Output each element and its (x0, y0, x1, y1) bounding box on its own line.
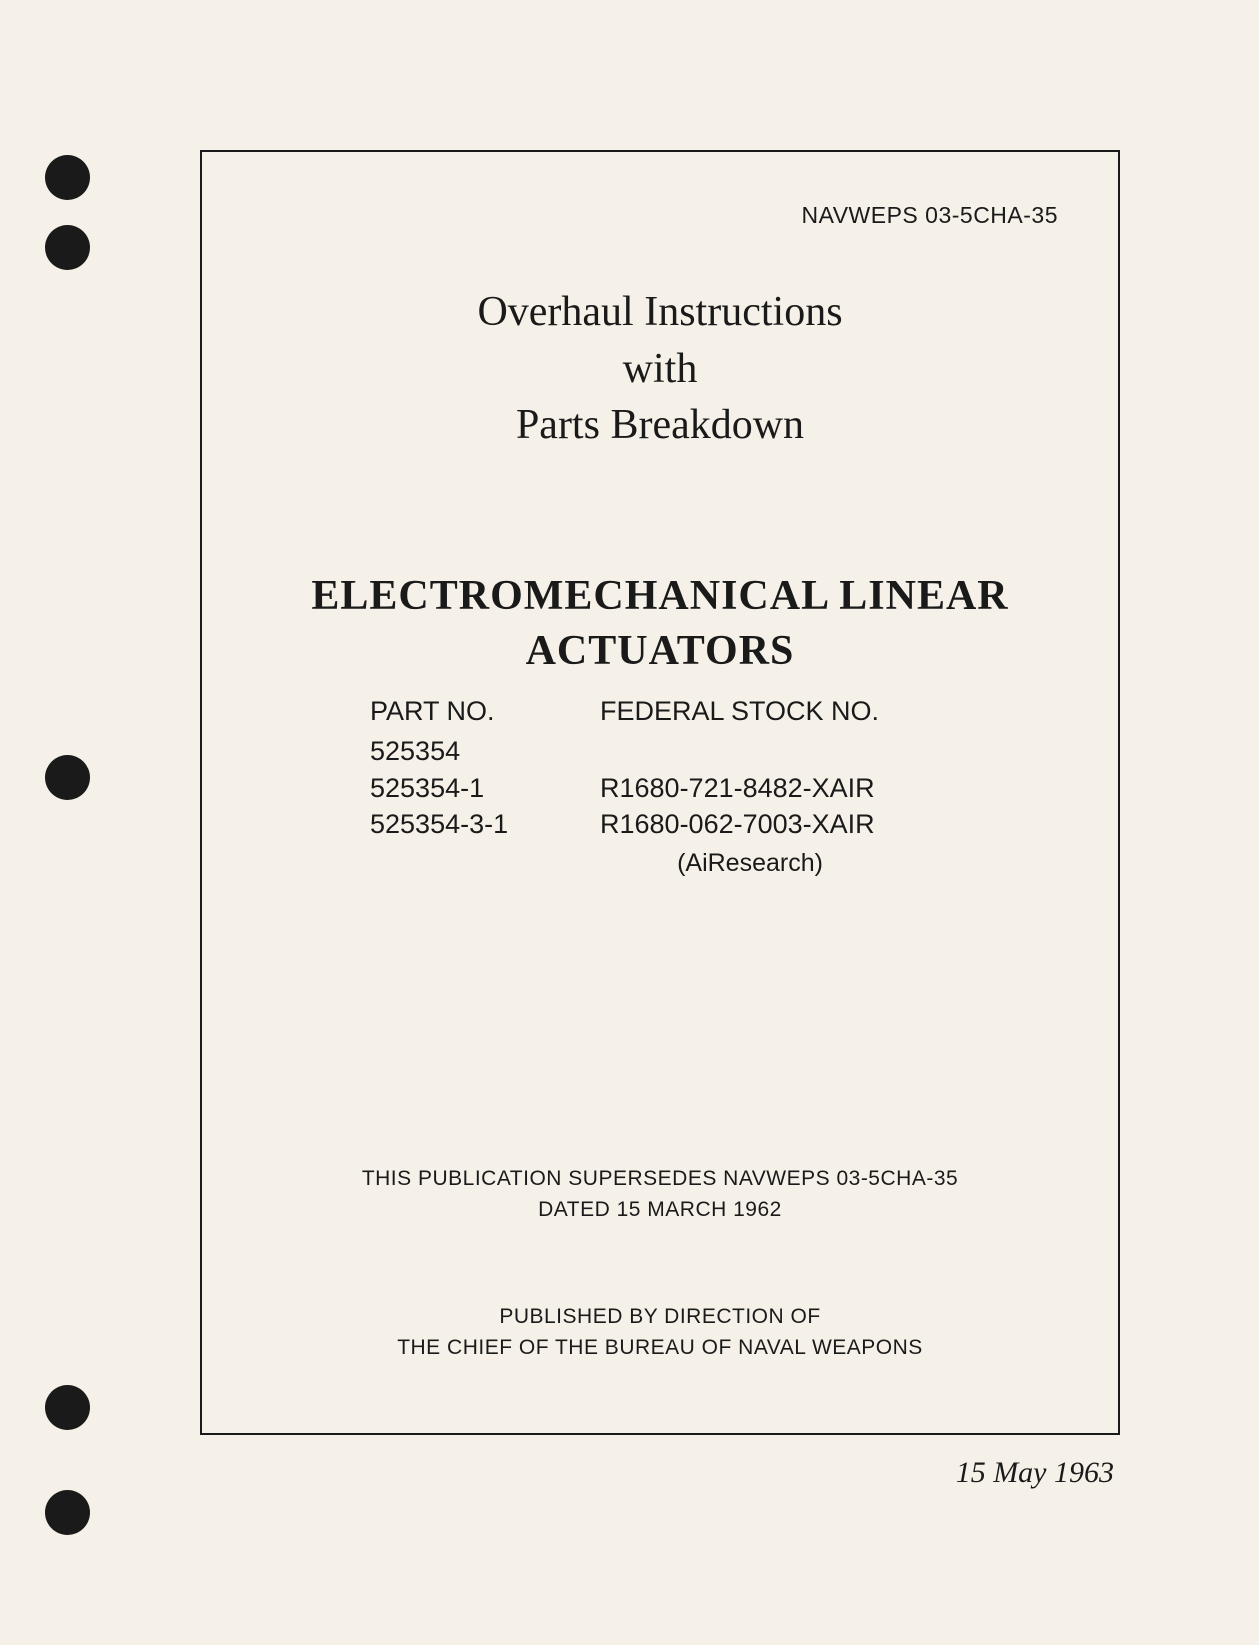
supersedes-line: DATED 15 MARCH 1962 (262, 1194, 1058, 1226)
parts-row: 525354-1 R1680-721-8482-XAIR (370, 770, 1020, 806)
parts-header: PART NO. FEDERAL STOCK NO. (370, 696, 1020, 727)
supersedes-line: THIS PUBLICATION SUPERSEDES NAVWEPS 03-5… (262, 1163, 1058, 1195)
part-number: 525354-1 (370, 770, 600, 806)
title-section: Overhaul Instructions with Parts Breakdo… (262, 284, 1058, 454)
published-line: PUBLISHED BY DIRECTION OF (262, 1301, 1058, 1333)
manufacturer: (AiResearch) (262, 849, 1058, 878)
part-number: 525354-3-1 (370, 806, 600, 842)
punch-hole (45, 155, 90, 200)
stock-number (600, 733, 1020, 769)
punch-hole (45, 1490, 90, 1535)
punch-hole (45, 755, 90, 800)
document-number: NAVWEPS 03-5CHA-35 (262, 202, 1058, 229)
parts-row: 525354-3-1 R1680-062-7003-XAIR (370, 806, 1020, 842)
title-line: Overhaul Instructions (262, 284, 1058, 341)
parts-section: PART NO. FEDERAL STOCK NO. 525354 525354… (300, 696, 1020, 842)
stock-number: R1680-062-7003-XAIR (600, 806, 1020, 842)
document-page: NAVWEPS 03-5CHA-35 Overhaul Instructions… (0, 0, 1259, 1645)
main-title-line: ACTUATORS (262, 624, 1058, 679)
stock-number-header: FEDERAL STOCK NO. (600, 696, 1020, 727)
content-frame: NAVWEPS 03-5CHA-35 Overhaul Instructions… (200, 150, 1120, 1435)
main-title: ELECTROMECHANICAL LINEAR ACTUATORS (262, 569, 1058, 678)
part-number: 525354 (370, 733, 600, 769)
title-line: Parts Breakdown (262, 397, 1058, 454)
published-note: PUBLISHED BY DIRECTION OF THE CHIEF OF T… (262, 1301, 1058, 1364)
parts-row: 525354 (370, 733, 1020, 769)
punch-hole (45, 225, 90, 270)
punch-hole (45, 1385, 90, 1430)
supersedes-note: THIS PUBLICATION SUPERSEDES NAVWEPS 03-5… (262, 1163, 1058, 1226)
publication-date: 15 May 1963 (956, 1456, 1114, 1490)
main-title-line: ELECTROMECHANICAL LINEAR (262, 569, 1058, 624)
part-number-header: PART NO. (370, 696, 600, 727)
title-line: with (262, 341, 1058, 398)
published-line: THE CHIEF OF THE BUREAU OF NAVAL WEAPONS (262, 1332, 1058, 1364)
stock-number: R1680-721-8482-XAIR (600, 770, 1020, 806)
